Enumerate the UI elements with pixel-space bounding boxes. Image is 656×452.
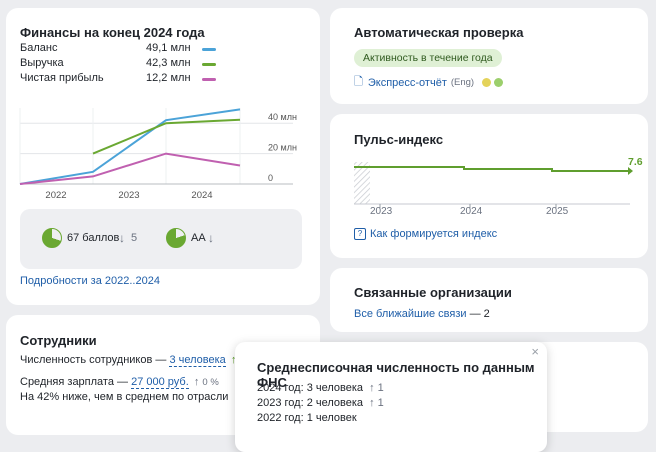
popup-row-text: 2023 год: 2 человека — [257, 397, 364, 409]
score-delta: 5 — [131, 232, 138, 244]
popup-row: 2022 год: 1 человек — [257, 412, 357, 424]
employee-count-row: Численность сотрудников — 3 человека ↑ 1 — [20, 354, 246, 367]
legend-swatch — [202, 63, 216, 66]
pulse-x-tick: 2024 — [460, 206, 483, 217]
employee-count-link[interactable]: 3 человека — [169, 354, 226, 367]
salary-label: Средняя зарплата — — [20, 376, 129, 388]
related-row: Все ближайшие связи — 2 — [354, 308, 490, 320]
x-tick-label: 2022 — [45, 190, 66, 200]
legend-swatch — [202, 78, 216, 81]
employee-count-label: Численность сотрудников — — [20, 354, 167, 366]
related-link[interactable]: Все ближайшие связи — [354, 308, 467, 320]
status-dot-green-icon — [494, 78, 504, 87]
rating-pie-icon — [166, 228, 186, 248]
auto-check-title: Автоматическая проверка — [354, 25, 524, 40]
score-box: 67 баллов ↓ 5 AA ↓ — [20, 209, 302, 269]
finance-row-value: 42,3 млн — [146, 57, 191, 69]
y-tick-label: 40 млн — [268, 112, 297, 122]
finance-row-value: 12,2 млн — [146, 72, 191, 84]
express-report-link[interactable]: Экспресс-отчёт — [367, 76, 447, 89]
x-tick-label: 2023 — [118, 190, 139, 200]
series-line-3 — [19, 152, 241, 185]
finance-row-label: Баланс — [20, 42, 58, 54]
finance-title: Финансы на конец 2024 года — [20, 25, 205, 40]
arrow-up-icon: ↑ — [230, 354, 237, 366]
close-icon[interactable]: × — [531, 344, 539, 359]
finance-row-label: Выручка — [20, 57, 64, 69]
pulse-line — [354, 166, 628, 172]
legend-swatch — [202, 48, 216, 51]
arrow-up-icon: ↑ — [369, 382, 375, 394]
popup-row-delta: 1 — [377, 397, 384, 409]
pulse-title: Пульс-индекс — [354, 132, 444, 147]
document-icon: 🗋 — [354, 76, 363, 88]
y-tick-label: 0 — [268, 173, 273, 183]
popup-title: Среднесписочная численность по данным ФН… — [257, 360, 535, 390]
finance-details-link[interactable]: Подробности за 2022..2024 — [20, 275, 160, 287]
arrow-up-icon: ↑ — [369, 397, 375, 409]
arrow-up-icon: ↑ — [193, 376, 200, 388]
pulse-help-link[interactable]: Как формируется индекс — [370, 228, 498, 240]
salary-link[interactable]: 27 000 руб. — [131, 376, 189, 389]
popup-row-delta: 1 — [377, 382, 384, 394]
finance-card: Финансы на конец 2024 года Баланс 49,1 м… — [6, 8, 320, 305]
related-title: Связанные организации — [354, 285, 512, 300]
popup-row-text: 2024 год: 3 человека — [257, 382, 364, 394]
finance-row-label: Чистая прибыль — [20, 72, 104, 84]
popup-row: 2024 год: 3 человека ↑ 1 — [257, 382, 384, 394]
employees-title: Сотрудники — [20, 333, 97, 348]
rating-value[interactable]: AA — [191, 232, 206, 244]
y-tick-label: 20 млн — [268, 143, 297, 153]
related-orgs-card: Связанные организации Все ближайшие связ… — [330, 268, 648, 332]
score-pie-icon — [42, 228, 62, 248]
finance-row-profit: Чистая прибыль 12,2 млн — [20, 72, 240, 84]
popup-row: 2023 год: 2 человека ↑ 1 — [257, 397, 384, 409]
finance-line-chart: 40 млн 20 млн 0 2022 2023 2024 — [19, 108, 297, 200]
express-report-row: 🗋 Экспресс-отчёт (Eng) — [354, 73, 504, 92]
salary-row: Средняя зарплата — 27 000 руб. ↑ 0 % — [20, 376, 219, 389]
auto-check-card: Автоматическая проверка Активность в теч… — [330, 8, 648, 104]
activity-badge[interactable]: Активность в течение года — [354, 49, 502, 67]
pulse-x-tick: 2025 — [546, 206, 569, 217]
score-value[interactable]: 67 баллов — [67, 232, 120, 244]
pulse-arrow-icon — [628, 167, 633, 175]
arrow-down-icon: ↓ — [119, 231, 125, 245]
popup-row-text: 2022 год: 1 человек — [257, 412, 357, 424]
series-line-2 — [92, 118, 241, 155]
headcount-popup: × Среднесписочная численность по данным … — [235, 342, 547, 452]
arrow-down-icon: ↓ — [208, 231, 214, 245]
finance-row-revenue: Выручка 42,3 млн — [20, 57, 240, 69]
pulse-hatch-area — [354, 162, 370, 204]
finance-row-balance: Баланс 49,1 млн — [20, 42, 240, 54]
x-tick-label: 2024 — [191, 190, 212, 200]
pulse-x-tick: 2023 — [370, 206, 393, 217]
series-line-1 — [19, 108, 241, 185]
pulse-chart — [354, 162, 633, 208]
report-lang: (Eng) — [450, 77, 475, 88]
related-count: — 2 — [469, 308, 490, 320]
salary-note: На 42% ниже, чем в среднем по отрасли — [20, 391, 229, 403]
finance-row-value: 49,1 млн — [146, 42, 191, 54]
pulse-value: 7.6 — [628, 156, 643, 168]
salary-delta: 0 % — [202, 377, 219, 388]
pulse-help-row: ? Как формируется индекс — [354, 228, 497, 240]
question-icon: ? — [354, 228, 366, 240]
pulse-index-card: Пульс-индекс 7.6 2023 2024 2025 ? Как фо… — [330, 114, 648, 258]
status-dot-yellow-icon — [482, 78, 492, 87]
